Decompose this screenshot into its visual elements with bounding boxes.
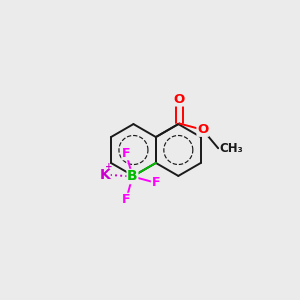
Text: O: O (174, 93, 185, 106)
Text: F: F (122, 147, 130, 160)
Text: F: F (152, 176, 160, 189)
Text: CH₃: CH₃ (220, 142, 243, 155)
Text: K: K (99, 168, 110, 182)
Text: O: O (197, 123, 208, 136)
Text: +: + (105, 162, 112, 171)
Text: F: F (122, 193, 130, 206)
Text: B: B (127, 169, 138, 184)
